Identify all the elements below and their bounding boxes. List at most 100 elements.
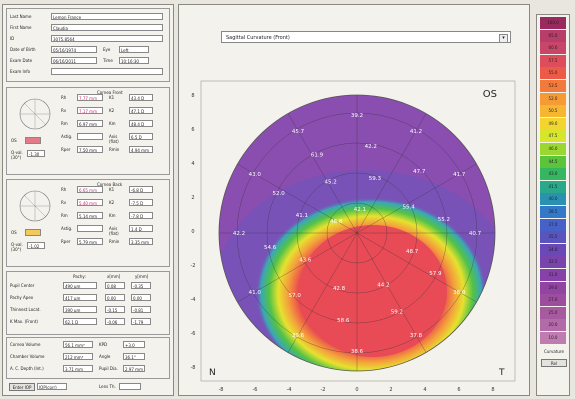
scale-swatch: 38.5	[540, 206, 566, 218]
pachy-x: -0.06	[105, 318, 125, 325]
eye-tag: OS	[11, 138, 17, 143]
param-value: 6.5 D	[129, 133, 153, 140]
pachy-value: 62.1 D	[63, 318, 97, 325]
field-value[interactable]: 05/16/1974	[51, 46, 97, 53]
q-label: Q-val. (30°)	[11, 150, 23, 160]
scale-swatch: 100.0	[540, 17, 566, 29]
scale-swatch: 32.5	[540, 256, 566, 269]
field-label: ID	[10, 36, 15, 41]
map-value: 41.2	[410, 129, 422, 135]
field-value[interactable]	[51, 68, 163, 75]
x-tick-label: 8	[491, 387, 494, 393]
pachymetry-section: Pachy: x[mm] y[mm] Pupil Center 490 µm 0.08 -0…	[6, 271, 170, 335]
param-value: 6.97 mm	[77, 120, 103, 127]
param-value: 48.4 D	[129, 120, 153, 127]
lens-value	[119, 383, 141, 390]
scale-swatch: 55.0	[540, 67, 566, 80]
patient-info-box: Last Name Lemon France First Name Claudia ID…	[6, 8, 170, 82]
param-value: 7.50 mm	[77, 146, 103, 153]
map-value: 44.2	[377, 283, 389, 289]
map-value: 37.8	[410, 333, 423, 339]
pachy-x: 0.00	[105, 294, 125, 301]
section-title: Cornea Back	[97, 182, 123, 187]
map-value: 47.7	[413, 169, 426, 175]
pachy-y: -1.79	[131, 318, 151, 325]
map-value: 46.8	[330, 219, 343, 225]
pachy-value: 390 µm	[63, 306, 97, 313]
scale-swatch: 47.5	[540, 130, 566, 143]
param-label: Rmin	[109, 147, 120, 152]
map-value: 55.4	[403, 205, 416, 211]
param-value: 4.94 mm	[129, 146, 153, 153]
scale-swatch: 44.5	[540, 155, 566, 168]
map-value: 45.2	[325, 179, 337, 185]
pachy-x: 0.08	[105, 282, 125, 289]
field-label: Last Name	[10, 14, 32, 19]
param-label: Axis (flat)	[109, 134, 119, 144]
param-label: Astig.	[61, 226, 73, 231]
param-label: Rv	[61, 200, 67, 205]
x-tick-label: -6	[253, 387, 258, 393]
scale-swatch: 35.5	[540, 231, 566, 244]
x-tick-label: -4	[287, 387, 292, 393]
y-tick-label: -2	[191, 263, 196, 269]
param-value	[77, 225, 103, 232]
param-value: 7.17 mm	[77, 107, 103, 114]
scale-swatch: 65.0	[540, 29, 566, 42]
scale-swatch: 53.5	[540, 80, 566, 92]
eye-color-chip	[25, 137, 41, 144]
scale-swatch: 37.0	[540, 218, 566, 231]
scale-swatch: 41.5	[540, 180, 566, 193]
color-scale: 100.0 65.0 60.0 57.5 55.0 53.5 52.0 50.5 49.0 47.…	[536, 14, 570, 396]
param-label: K2	[109, 108, 115, 113]
param-value: 5.79 mm	[77, 238, 103, 245]
param-label: Km	[109, 213, 116, 218]
scale-swatch: 31.0	[540, 269, 566, 281]
pachy-y: -0.35	[131, 282, 151, 289]
field-value[interactable]: Lemon France	[51, 13, 163, 20]
map-value: 55.2	[438, 217, 450, 223]
param-label: Astig.	[61, 134, 73, 139]
lens-label: Lens Th.	[99, 384, 116, 389]
volume-value: 3.71 mm	[63, 365, 93, 372]
grid-spoke	[237, 163, 358, 234]
map-type-select[interactable]: Sagittal Curvature (Front) ▾	[221, 31, 511, 43]
param-label: K2	[109, 200, 115, 205]
grid-spoke	[356, 232, 427, 353]
param-label: Axis (flat)	[109, 226, 119, 236]
map-value: 38.0	[453, 290, 466, 296]
param-value: 43.4 D	[129, 94, 153, 101]
pachy-y: 0.00	[131, 294, 151, 301]
sagittal-curvature-map[interactable]: 39.2 41.2 41.7 40.7 38.0 37.8 38.6 39.6 41.0 42.2…	[179, 75, 529, 395]
volume-label: Cornea Volume	[10, 342, 41, 347]
map-fill	[219, 170, 495, 371]
param-value	[77, 133, 103, 140]
enter-iop-button[interactable]: Enter IOP	[9, 383, 35, 391]
scale-swatch: 46.0	[540, 143, 566, 155]
pachy-label: K Max. (Front)	[10, 319, 38, 324]
grid-spoke	[356, 113, 427, 234]
nasal-label: N	[209, 368, 216, 378]
time-label: Time	[103, 58, 113, 63]
map-value: 58.6	[337, 318, 350, 324]
map-type-value: Sagittal Curvature (Front)	[226, 35, 290, 41]
field-value[interactable]: Claudia	[51, 24, 163, 31]
axis-dial	[19, 98, 51, 130]
param-label: Rper	[61, 147, 71, 152]
y-tick-label: 4	[191, 161, 194, 167]
field-value[interactable]: 3075.8564	[51, 35, 163, 42]
field-value[interactable]: 06/16/2011	[51, 57, 97, 64]
map-value: 54.6	[264, 245, 277, 251]
relative-scale-button[interactable]: Rel	[541, 359, 567, 367]
chevron-down-icon[interactable]: ▾	[499, 34, 508, 43]
y-tick-label: 6	[191, 127, 194, 133]
volume-label2: Pupil Dia.	[99, 366, 118, 371]
scale-swatch: 27.0	[540, 294, 566, 307]
volume-label2: Angle	[99, 354, 111, 359]
volume-value2: +3.0	[123, 341, 145, 348]
map-value: 42.8	[333, 286, 346, 292]
pachy-header: y[mm]	[135, 274, 149, 279]
param-label: Km	[109, 121, 116, 126]
scale-swatch: 57.5	[540, 54, 566, 67]
map-value: 61.9	[311, 153, 324, 159]
